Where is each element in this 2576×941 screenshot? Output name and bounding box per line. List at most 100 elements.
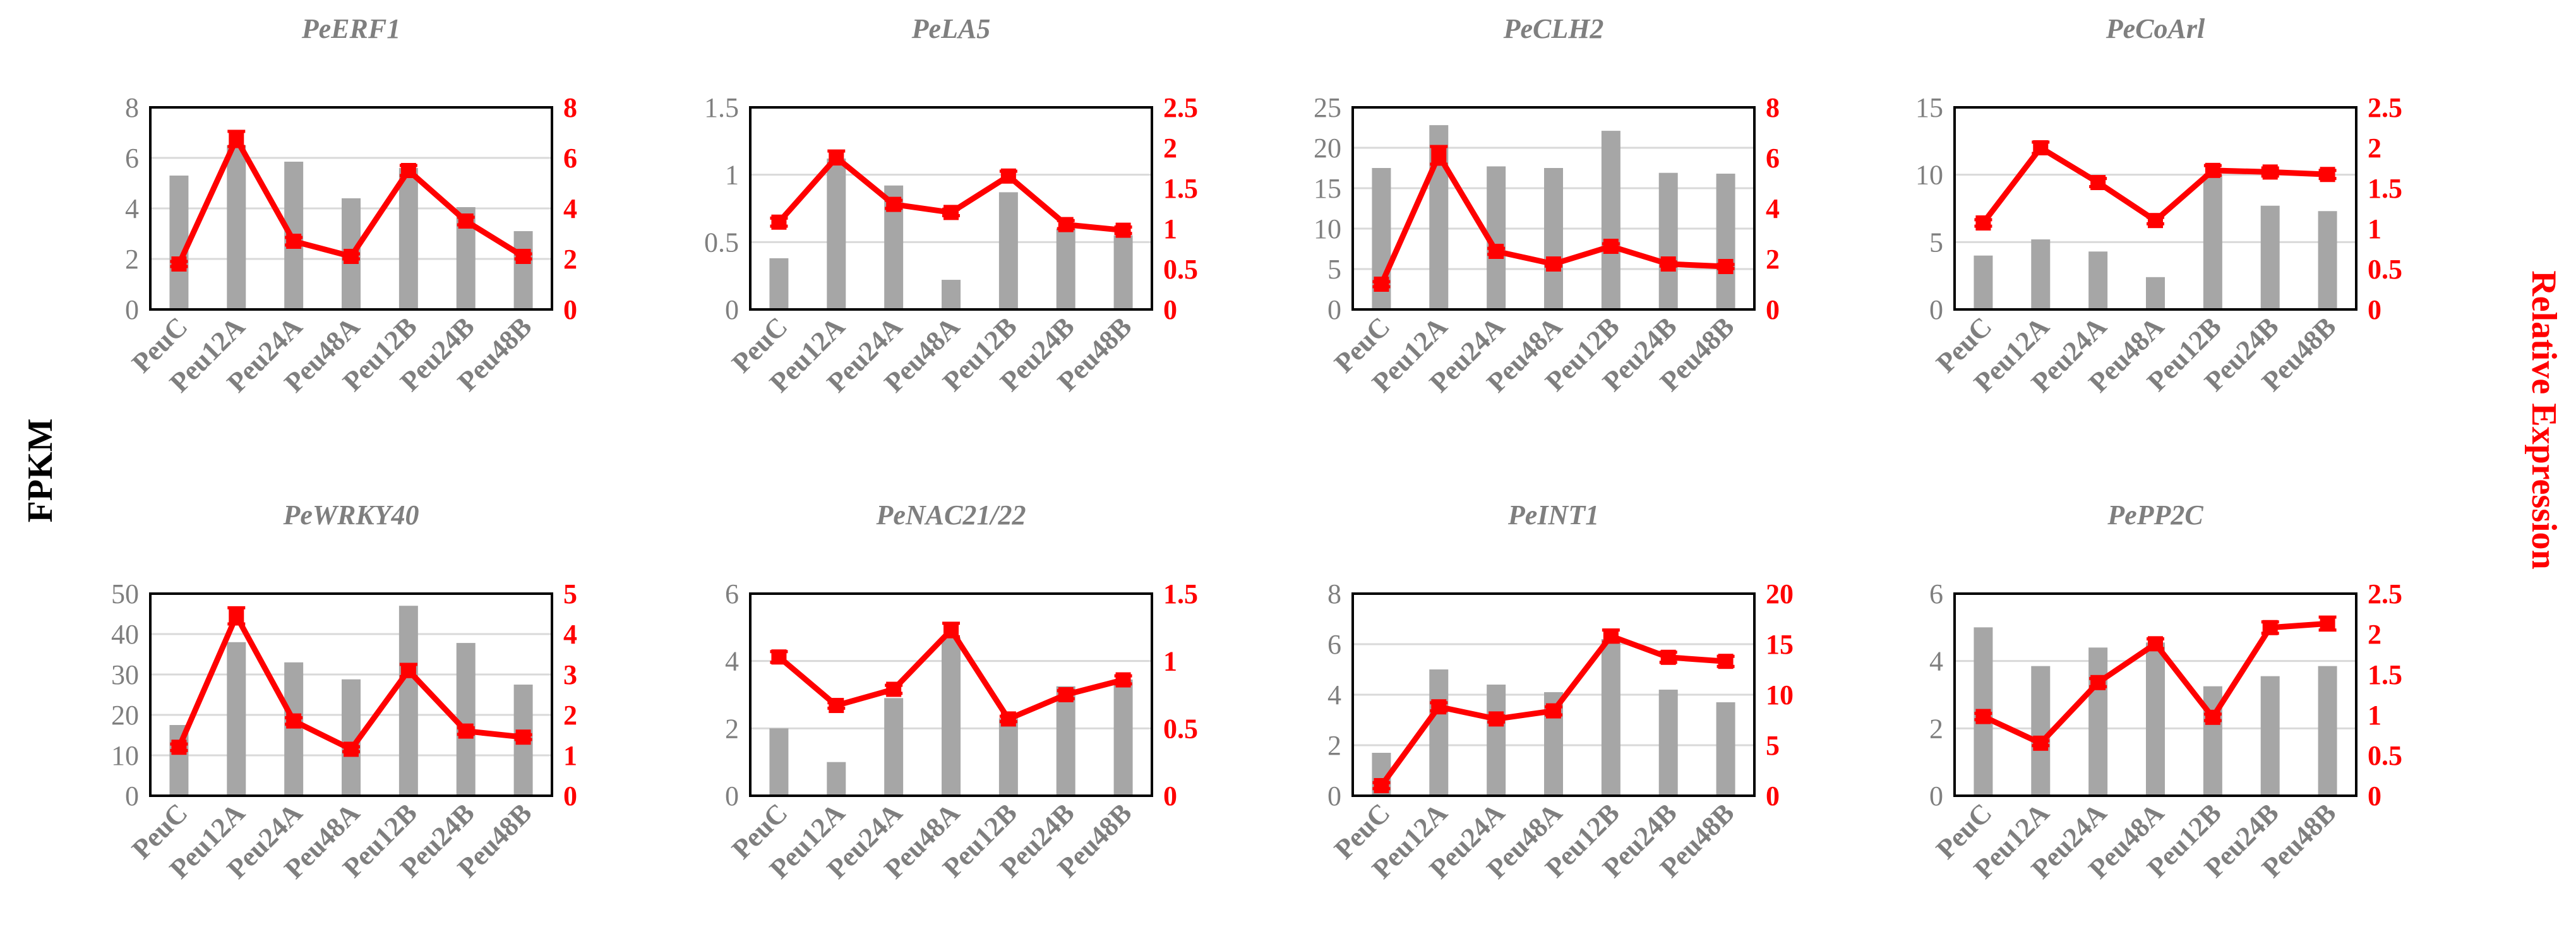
line-point-peu24a <box>286 713 302 729</box>
left-tick-label: 5 <box>1327 254 1341 285</box>
bar-peu48a <box>942 637 961 796</box>
right-tick-label: 0.5 <box>2368 740 2402 771</box>
line-point-peu24b <box>1660 649 1676 665</box>
bar-peu48b <box>1113 680 1133 796</box>
right-tick-label: 0 <box>2368 294 2381 325</box>
line-point-peu24a <box>2090 674 2106 690</box>
line-point-peu48b <box>1115 672 1131 688</box>
bar-peu48a <box>942 280 961 309</box>
bar-peu24a <box>284 662 304 796</box>
right-tick-label: 8 <box>563 92 577 123</box>
left-tick-label: 0 <box>725 294 739 325</box>
right-tick-label: 1.5 <box>2368 659 2402 690</box>
bar-peu12b <box>398 606 418 796</box>
left-tick-label: 25 <box>1314 92 1341 123</box>
line-point-peuc <box>1975 215 1991 231</box>
plot-frame <box>749 592 1153 797</box>
bar-peu12a <box>1429 669 1449 796</box>
left-tick-label: 50 <box>111 578 139 609</box>
line-point-peu24b <box>1660 256 1676 272</box>
bar-peu24a <box>884 698 904 796</box>
right-tick-label: 0 <box>563 294 577 325</box>
bar-peu12b <box>998 192 1018 309</box>
bar-peu48a <box>2146 277 2165 309</box>
left-tick-label: 2 <box>1929 713 1943 744</box>
left-tick-label: 5 <box>1929 227 1943 258</box>
right-tick-label: 1.5 <box>1163 578 1198 609</box>
left-tick-label: 20 <box>1314 133 1341 164</box>
bar-peu12b <box>1601 639 1620 796</box>
left-tick-label: 15 <box>1314 173 1341 204</box>
bar-peu12a <box>2031 666 2051 796</box>
fpkm-axis-label: FPKM <box>21 419 60 523</box>
bar-peu48a <box>2146 642 2165 796</box>
line-point-peuc <box>171 256 187 272</box>
line-point-peu48b <box>1115 222 1131 238</box>
line-point-peu24b <box>2262 164 2278 180</box>
line-point-peu24a <box>286 234 302 249</box>
right-tick-label: 0 <box>1163 781 1177 812</box>
plot-frame <box>1953 592 2357 797</box>
chart-7: PeINT10246805101520PeuCPeu12APeu24APeu48… <box>1327 500 1794 885</box>
plot-frame <box>749 106 1153 311</box>
line-point-peu48a <box>2148 213 2163 229</box>
left-tick-label: 6 <box>1929 578 1943 609</box>
bar-peu24b <box>1658 172 1678 309</box>
chart-title: PeINT1 <box>1507 500 1599 530</box>
line-point-peu12a <box>829 150 844 165</box>
line-point-peu12b <box>1603 239 1619 254</box>
right-tick-label: 0 <box>1766 781 1780 812</box>
line-point-peu12b <box>2205 709 2220 725</box>
bar-peu12b <box>998 718 1018 796</box>
line-point-peu12a <box>229 131 244 147</box>
line-point-peu48a <box>344 249 359 264</box>
left-tick-label: 0.5 <box>704 227 739 258</box>
right-tick-label: 1 <box>2368 213 2381 244</box>
line-point-peu12b <box>400 662 416 678</box>
chart-1: PeERF10246802468PeuCPeu12APeu24APeu48APe… <box>125 13 577 399</box>
right-tick-label: 4 <box>563 193 577 224</box>
left-tick-label: 40 <box>111 619 139 650</box>
line-point-peu48b <box>2320 167 2335 183</box>
right-tick-label: 2 <box>563 700 577 731</box>
bar-peu48b <box>2318 211 2337 309</box>
line-point-peu12a <box>2033 735 2049 751</box>
bar-peu24a <box>1487 685 1506 796</box>
right-tick-label: 20 <box>1766 578 1794 609</box>
left-tick-label: 0 <box>1327 781 1341 812</box>
right-tick-label: 2 <box>563 244 577 275</box>
chart-title: PeWRKY40 <box>282 500 419 530</box>
bar-peu48b <box>1716 702 1735 796</box>
line-point-peu12a <box>829 698 844 714</box>
right-tick-label: 6 <box>1766 143 1780 174</box>
line-point-peu48a <box>1546 256 1561 272</box>
right-tick-label: 1 <box>1163 213 1177 244</box>
bar-peu24b <box>1658 690 1678 796</box>
line-point-peuc <box>771 214 787 230</box>
right-tick-label: 1 <box>2368 700 2381 731</box>
line-point-peu48b <box>515 729 531 745</box>
right-tick-label: 2 <box>2368 133 2381 164</box>
right-tick-label: 1.5 <box>2368 173 2402 204</box>
line-point-peu24b <box>1058 687 1074 702</box>
right-tick-label: 5 <box>563 578 577 609</box>
chart-title: PeCoArl <box>2106 13 2205 44</box>
right-tick-label: 1 <box>1163 646 1177 677</box>
plot-frame <box>1351 106 1756 311</box>
line-point-peuc <box>1374 277 1389 292</box>
left-tick-label: 30 <box>111 659 139 690</box>
plot-frame <box>1953 106 2357 311</box>
bar-peu12b <box>1601 131 1620 309</box>
line-point-peu48b <box>2320 616 2335 632</box>
line-point-peu48b <box>515 249 531 264</box>
left-tick-label: 1 <box>725 160 739 191</box>
bar-peu24b <box>1056 686 1075 796</box>
chart-title: PePP2C <box>2107 500 2203 530</box>
line-point-peu24b <box>2262 620 2278 635</box>
bar-peu48b <box>513 231 533 309</box>
line-point-peu24a <box>886 681 902 697</box>
bar-peu24a <box>2088 251 2108 309</box>
right-tick-label: 0.5 <box>2368 254 2402 285</box>
